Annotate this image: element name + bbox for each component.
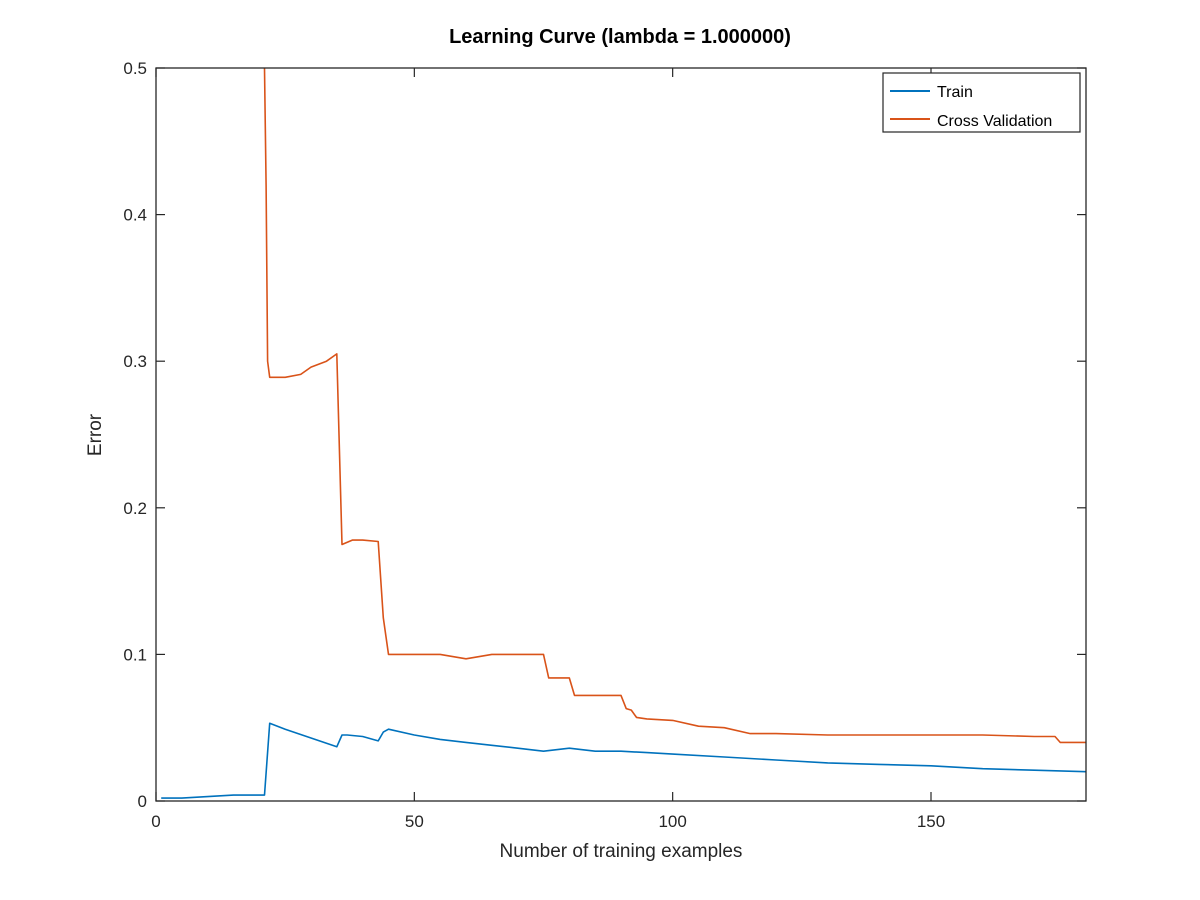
series-line-train <box>161 722 1087 799</box>
x-tick-label: 150 <box>917 812 945 831</box>
y-axis-label: Error <box>85 413 106 456</box>
legend-label-cross-validation: Cross Validation <box>937 113 1052 130</box>
axes-frame <box>155 67 1087 802</box>
legend-label-train: Train <box>937 84 973 101</box>
y-tick-label: 0.4 <box>123 206 147 225</box>
plot-area <box>156 68 1086 801</box>
axes-layer: 0 50 100 150 0 0.1 0.2 0.3 0.4 0.5 <box>123 59 1087 831</box>
x-tick-label: 100 <box>658 812 686 831</box>
x-tick-label: 0 <box>151 812 160 831</box>
y-tick-label: 0.5 <box>123 59 147 78</box>
y-tick-label: 0.1 <box>123 645 147 664</box>
x-axis-label: Number of training examples <box>500 841 743 862</box>
y-tick-label: 0.2 <box>123 499 147 518</box>
legend-box <box>882 72 1081 133</box>
y-tick-label: 0.3 <box>123 352 147 371</box>
x-tick-label: 50 <box>405 812 424 831</box>
legend: Train Cross Validation <box>882 72 1081 133</box>
y-tick-label: 0 <box>138 792 147 811</box>
chart-title: Learning Curve (lambda = 1.000000) <box>449 26 791 48</box>
series-line-cross-validation <box>263 67 1086 744</box>
series-layer <box>161 67 1087 799</box>
